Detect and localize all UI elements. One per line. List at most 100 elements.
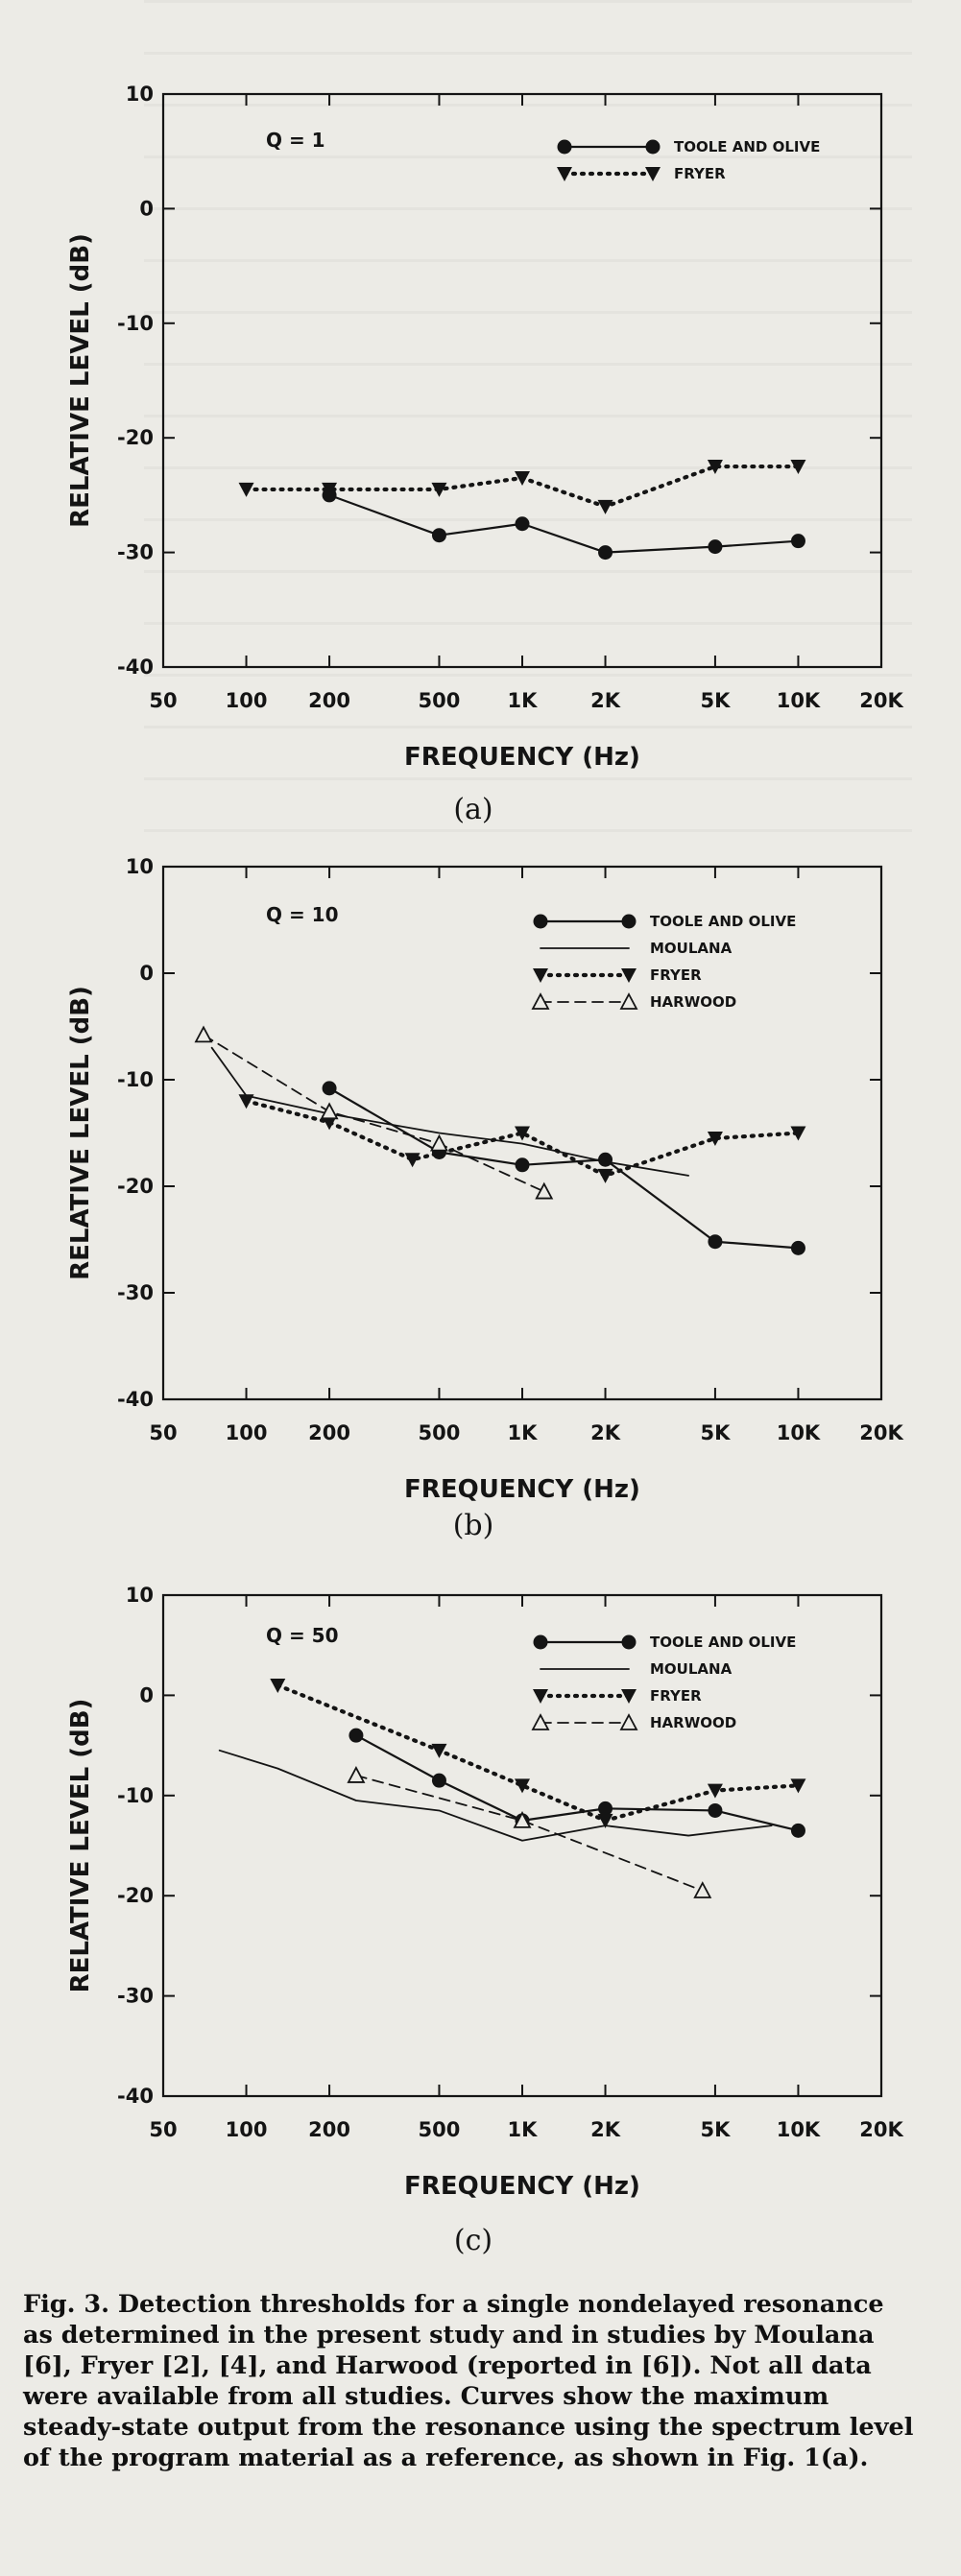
x-tick-label: 500 xyxy=(419,689,461,712)
x-tick-label: 200 xyxy=(308,1421,350,1444)
data-point-marker xyxy=(320,1102,339,1120)
q-label: Q = 50 xyxy=(266,1624,339,1647)
legend-marker xyxy=(621,1689,637,1704)
y-axis-title: RELATIVE LEVEL (dB) xyxy=(66,986,95,1280)
y-tick-label: -10 xyxy=(117,312,154,335)
x-tick-label: 2K xyxy=(590,689,621,712)
x-tick-label: 500 xyxy=(419,1421,461,1444)
data-point-marker xyxy=(322,482,338,497)
x-axis-title: FREQUENCY (Hz) xyxy=(404,1475,640,1504)
data-point-marker xyxy=(322,1081,337,1096)
y-tick-label: -20 xyxy=(117,1884,154,1907)
x-tick-label: 10K xyxy=(777,1421,821,1444)
series-line xyxy=(218,1749,773,1842)
legend-label: HARWOOD xyxy=(650,993,736,1011)
legend-marker xyxy=(533,1689,548,1704)
data-point-marker xyxy=(707,460,723,475)
data-point-marker xyxy=(194,1025,213,1043)
data-point-marker xyxy=(431,1773,446,1788)
legend-marker xyxy=(533,1634,548,1650)
series-line xyxy=(327,493,800,554)
data-point-marker xyxy=(790,460,806,475)
x-tick-label: 1K xyxy=(508,1421,539,1444)
x-tick-label: 10K xyxy=(777,689,821,712)
legend-label: HARWOOD xyxy=(650,1714,736,1731)
x-tick-label: 5K xyxy=(700,2118,731,2141)
data-point-marker xyxy=(598,1152,613,1167)
y-tick-label: 0 xyxy=(139,962,154,985)
data-point-marker xyxy=(513,1810,532,1828)
data-point-marker xyxy=(597,1168,613,1183)
panel-label-a: (a) xyxy=(453,793,493,826)
series-line xyxy=(327,1086,800,1250)
data-point-marker xyxy=(238,482,254,497)
data-point-marker xyxy=(515,516,530,532)
data-point-marker xyxy=(535,1181,554,1200)
legend-marker xyxy=(531,992,550,1010)
series-line xyxy=(276,1682,801,1823)
panel-label-b: (b) xyxy=(453,1509,494,1542)
x-tick-label: 2K xyxy=(590,1421,621,1444)
legend-marker xyxy=(619,992,638,1010)
y-tick-label: 10 xyxy=(126,83,154,106)
x-tick-label: 50 xyxy=(149,689,177,712)
series-line xyxy=(354,1734,800,1832)
x-tick-label: 50 xyxy=(149,1421,177,1444)
y-tick-label: 10 xyxy=(126,855,154,878)
x-axis-title: FREQUENCY (Hz) xyxy=(404,2172,640,2201)
legend-label: FRYER xyxy=(674,165,726,182)
legend-marker xyxy=(531,1713,550,1730)
data-point-marker xyxy=(429,1133,448,1152)
data-point-marker xyxy=(597,499,613,514)
data-point-marker xyxy=(238,1094,254,1109)
x-tick-label: 20K xyxy=(859,1421,903,1444)
data-point-marker xyxy=(790,1823,805,1838)
data-point-marker xyxy=(404,1153,420,1168)
data-point-marker xyxy=(347,1766,366,1783)
y-tick-label: 0 xyxy=(139,1683,154,1706)
legend-marker xyxy=(621,1634,637,1650)
x-tick-label: 100 xyxy=(226,1421,268,1444)
x-tick-label: 20K xyxy=(859,2118,903,2141)
data-point-marker xyxy=(790,1126,806,1141)
x-tick-label: 50 xyxy=(149,2118,177,2141)
legend-label: FRYER xyxy=(650,1687,702,1705)
x-tick-label: 20K xyxy=(859,689,903,712)
x-tick-label: 200 xyxy=(308,689,350,712)
y-axis-title: RELATIVE LEVEL (dB) xyxy=(66,1699,95,1993)
data-point-marker xyxy=(790,1778,806,1794)
legend-marker xyxy=(645,139,661,155)
y-tick-label: -10 xyxy=(117,1784,154,1807)
legend-label: TOOLE AND OLIVE xyxy=(674,138,820,155)
legend-marker xyxy=(619,1713,638,1730)
legend-label: MOULANA xyxy=(650,940,733,957)
legend-label: TOOLE AND OLIVE xyxy=(650,913,796,930)
legend-label: FRYER xyxy=(650,966,702,984)
x-tick-label: 10K xyxy=(777,2118,821,2141)
y-tick-label: -30 xyxy=(117,1281,154,1304)
data-point-marker xyxy=(515,470,530,486)
legend-marker xyxy=(557,167,572,181)
data-point-marker xyxy=(790,1240,805,1255)
data-point-marker xyxy=(693,1881,712,1898)
y-axis-title: RELATIVE LEVEL (dB) xyxy=(66,233,95,528)
series-line xyxy=(210,1046,689,1177)
data-point-marker xyxy=(431,528,446,543)
legend-marker xyxy=(645,167,661,181)
x-tick-label: 100 xyxy=(226,2118,268,2141)
legend-marker xyxy=(533,968,548,983)
data-point-marker xyxy=(597,1813,613,1828)
y-tick-label: -40 xyxy=(117,2085,154,2108)
data-point-marker xyxy=(790,534,805,549)
data-point-marker xyxy=(708,1802,723,1818)
series-line xyxy=(355,1775,704,1892)
data-point-marker xyxy=(708,1234,723,1250)
y-tick-label: 10 xyxy=(126,1584,154,1607)
x-tick-label: 500 xyxy=(419,2118,461,2141)
data-point-marker xyxy=(708,539,723,555)
legend-label: MOULANA xyxy=(650,1660,733,1678)
plot-frame xyxy=(161,92,883,669)
x-tick-label: 1K xyxy=(508,2118,539,2141)
